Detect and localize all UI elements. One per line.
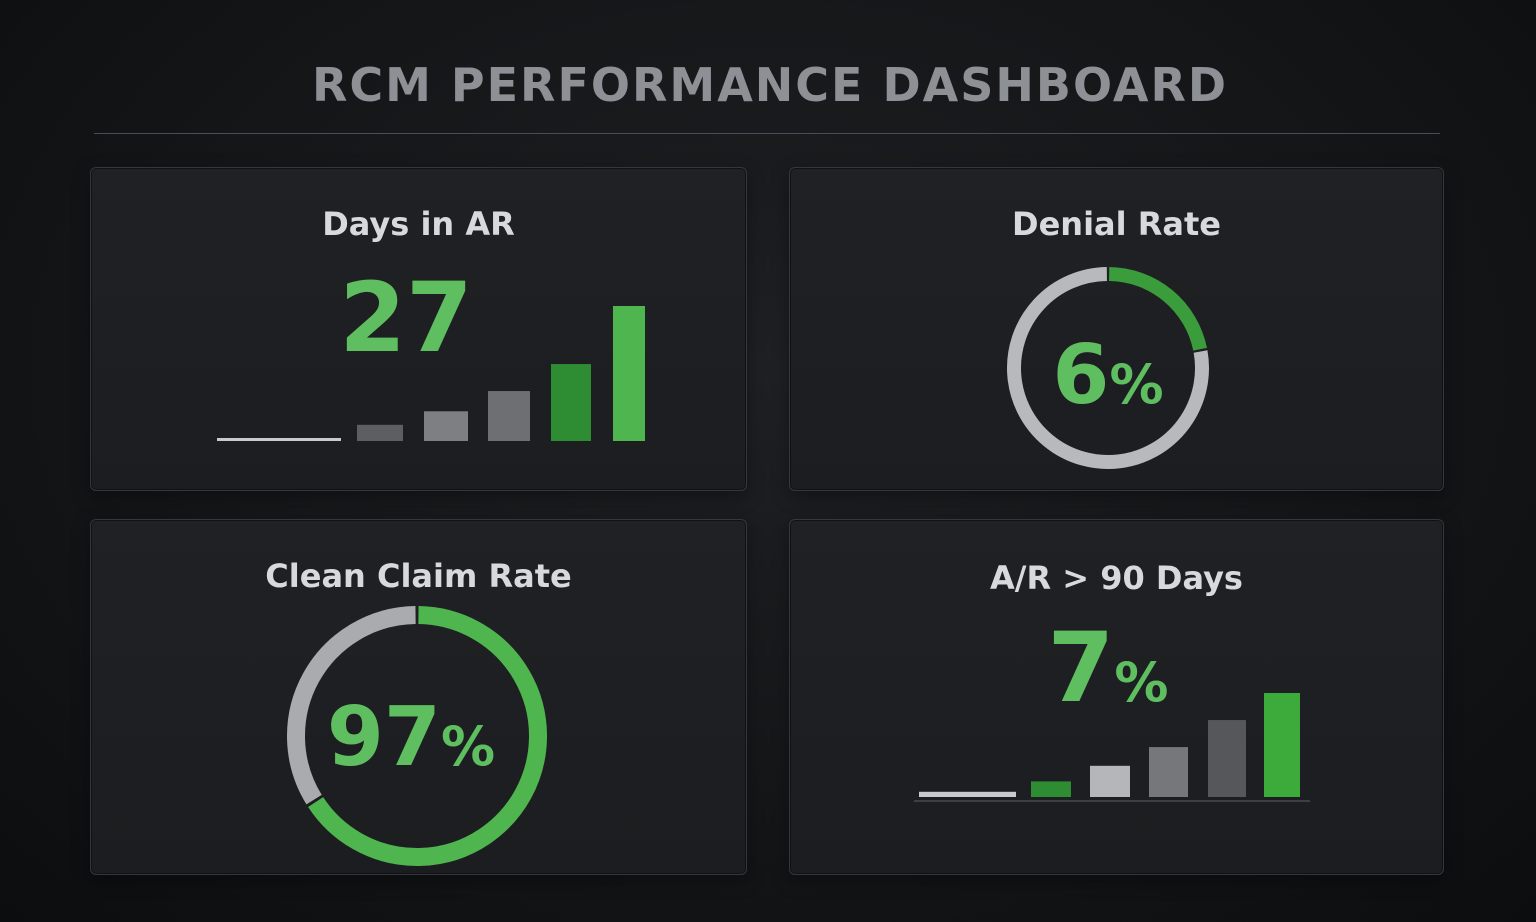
- ar-over-90-days-bar-6: [1264, 693, 1300, 797]
- clean-claim-rate-segment-2: [287, 606, 416, 805]
- clean-claim-rate-panel: Clean Claim Rate 97%: [90, 519, 747, 875]
- days-in-ar-value: 27: [321, 268, 491, 368]
- days-in-ar-bar-4: [488, 391, 530, 441]
- denial-rate-panel: Denial Rate 6%: [789, 167, 1444, 491]
- ar-over-90-days-unit: %: [1114, 651, 1169, 714]
- days-in-ar-bar-chart: [217, 306, 645, 441]
- days-in-ar-bar-1: [217, 438, 341, 441]
- days-in-ar-bar-6: [613, 306, 645, 441]
- dashboard-title: RCM PERFORMANCE DASHBOARD: [311, 58, 1229, 112]
- ar-over-90-days-bar-2: [1031, 781, 1071, 797]
- denial-rate-segment-1: [1108, 267, 1207, 351]
- ar-over-90-days-bar-3: [1090, 765, 1130, 797]
- clean-claim-rate-title: Clean Claim Rate: [265, 557, 572, 595]
- days-in-ar-bar-5: [551, 364, 591, 441]
- clean-claim-rate-segment-1: [308, 606, 547, 866]
- ar-over-90-days-title: A/R > 90 Days: [990, 559, 1243, 597]
- clean-claim-rate-donut: [287, 606, 547, 866]
- days-in-ar-bar-3: [424, 411, 468, 441]
- denial-rate-number: 6: [1052, 328, 1110, 423]
- clean-claim-rate-unit: %: [441, 715, 496, 778]
- title-divider: [94, 133, 1440, 134]
- ar-over-90-days-bar-5: [1208, 720, 1246, 797]
- denial-rate-segment-2: [1007, 267, 1209, 469]
- days-in-ar-title: Days in AR: [322, 205, 515, 243]
- ar-over-90-days-bar-4: [1149, 747, 1188, 797]
- clean-claim-rate-number: 97: [326, 690, 441, 785]
- days-in-ar-panel: Days in AR 27: [90, 167, 747, 491]
- denial-rate-title: Denial Rate: [1012, 205, 1221, 243]
- denial-rate-donut: [1007, 267, 1209, 469]
- days-in-ar-number: 27: [339, 262, 473, 374]
- ar-over-90-days-value: 7%: [1008, 618, 1208, 718]
- days-in-ar-bar-2: [357, 424, 403, 441]
- ar-over-90-days-bar-chart: [914, 693, 1310, 802]
- ar-over-90-days-panel: A/R > 90 Days 7%: [789, 519, 1444, 875]
- denial-rate-unit: %: [1109, 353, 1164, 416]
- ar-over-90-days-bar-1: [919, 791, 1016, 797]
- clean-claim-rate-value: 97%: [311, 688, 511, 788]
- ar-over-90-days-number: 7: [1047, 612, 1115, 724]
- denial-rate-value: 6%: [1008, 326, 1208, 426]
